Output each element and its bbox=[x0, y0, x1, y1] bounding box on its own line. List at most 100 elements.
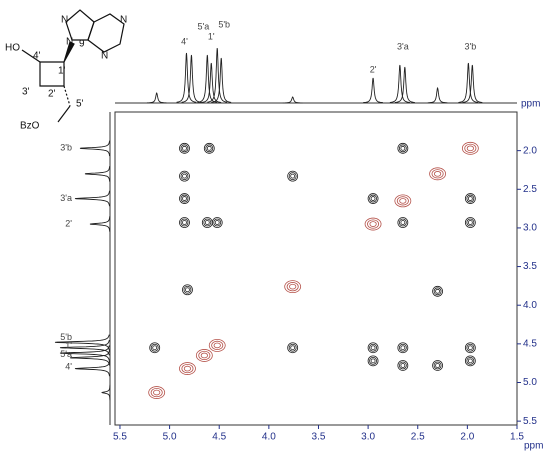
peak-label: 3'a bbox=[397, 41, 409, 51]
cross-peak bbox=[464, 342, 476, 354]
atom-label: 9 bbox=[79, 39, 85, 50]
projection-peak bbox=[201, 62, 222, 103]
cross-peak bbox=[179, 193, 190, 204]
imidazole-ring bbox=[65, 9, 95, 41]
contour-ring bbox=[433, 171, 442, 177]
contour-ring bbox=[180, 218, 189, 227]
contour-ring bbox=[466, 145, 474, 152]
cross-peak bbox=[149, 342, 161, 354]
x-tick-label: 2.5 bbox=[411, 432, 425, 443]
contour-ring bbox=[211, 217, 223, 228]
contour-ring bbox=[150, 387, 163, 398]
cross-peak bbox=[179, 142, 190, 154]
cross-peak bbox=[195, 349, 213, 362]
contour-ring bbox=[432, 285, 443, 297]
cross-peak bbox=[284, 280, 302, 294]
contour-ring bbox=[208, 338, 226, 352]
contour-ring bbox=[398, 343, 407, 352]
peak-label: 2' bbox=[65, 218, 72, 228]
contour-ring bbox=[182, 145, 187, 151]
peak-label: 5'b bbox=[218, 19, 230, 29]
atom-label: 3' bbox=[22, 87, 30, 98]
projection-peak bbox=[74, 360, 110, 377]
contour-ring bbox=[185, 287, 190, 293]
projection-peak bbox=[282, 96, 303, 104]
y-tick-label: 4.5 bbox=[523, 338, 537, 349]
contour-ring bbox=[396, 196, 409, 206]
peak-label: 5'a bbox=[60, 349, 72, 359]
contour-ring bbox=[467, 358, 473, 364]
contour-ring bbox=[431, 169, 444, 179]
contour-ring bbox=[467, 345, 473, 351]
contour-ring bbox=[397, 342, 409, 354]
peak-label: 5'a bbox=[197, 21, 209, 31]
contour-ring bbox=[370, 196, 376, 201]
contour-ring bbox=[204, 220, 210, 225]
projection-peak bbox=[74, 190, 110, 207]
contour-ring bbox=[205, 144, 214, 153]
contour-ring bbox=[179, 193, 190, 204]
contour-ring bbox=[182, 196, 187, 201]
cross-peak bbox=[397, 360, 409, 371]
contour-ring bbox=[364, 217, 382, 231]
contour-ring bbox=[398, 144, 407, 153]
peak-label: 5'b bbox=[60, 332, 72, 342]
contour-ring bbox=[432, 360, 443, 371]
cross-peak bbox=[464, 193, 476, 204]
cross-peak bbox=[367, 355, 379, 367]
atom-label: BzO bbox=[20, 121, 40, 132]
cross-peak bbox=[208, 338, 226, 352]
cross-peak bbox=[397, 342, 409, 354]
contour-ring bbox=[182, 284, 193, 296]
atom-label: N bbox=[101, 51, 108, 62]
contour-ring bbox=[287, 170, 299, 182]
atom-label: N bbox=[66, 37, 73, 48]
plot-frame bbox=[114, 111, 518, 426]
y-tick-label: 5.0 bbox=[523, 377, 537, 388]
contour-ring bbox=[203, 218, 212, 227]
projection-peak bbox=[181, 54, 202, 103]
cross-peak bbox=[287, 342, 299, 354]
cross-peak bbox=[464, 217, 476, 228]
contour-ring bbox=[397, 142, 409, 154]
axis-label: ppm bbox=[524, 441, 543, 452]
x-tick-label: 5.5 bbox=[113, 432, 127, 443]
contour-ring bbox=[397, 217, 409, 228]
cross-peak bbox=[432, 360, 443, 371]
atom-label: 1' bbox=[58, 66, 66, 77]
cross-peak bbox=[461, 141, 479, 155]
cross-peak bbox=[201, 217, 213, 228]
contour-ring bbox=[288, 172, 297, 181]
projection-axis-label: ppm bbox=[521, 99, 540, 110]
cross-peak bbox=[203, 142, 215, 154]
x-tick-label: 5.0 bbox=[163, 432, 177, 443]
contour-ring bbox=[464, 217, 476, 228]
contour-ring bbox=[433, 361, 442, 370]
projection-peak bbox=[211, 57, 232, 103]
cross-peak bbox=[211, 217, 223, 228]
wedge-bond bbox=[63, 41, 75, 63]
contour-ring bbox=[148, 386, 166, 399]
contour-ring bbox=[149, 342, 161, 354]
projection-peak bbox=[59, 345, 110, 361]
contour-ring bbox=[195, 349, 213, 362]
contour-ring bbox=[179, 142, 190, 154]
contour-ring bbox=[290, 173, 296, 179]
contour-ring bbox=[464, 355, 476, 367]
projection-peak bbox=[458, 62, 479, 103]
projection-peak bbox=[101, 384, 111, 401]
projection-peak bbox=[176, 52, 197, 103]
projection-peak bbox=[363, 77, 383, 104]
contour-ring bbox=[367, 342, 379, 354]
peak-label: 4' bbox=[181, 36, 188, 46]
contour-ring bbox=[466, 356, 475, 365]
contour-ring bbox=[182, 220, 187, 225]
contour-ring bbox=[369, 343, 377, 352]
contour-ring bbox=[284, 280, 302, 294]
contour-ring bbox=[214, 220, 220, 225]
contour-ring bbox=[183, 285, 192, 294]
peak-label: 1' bbox=[65, 341, 72, 351]
contour-ring bbox=[370, 358, 376, 364]
contour-ring bbox=[433, 287, 442, 296]
